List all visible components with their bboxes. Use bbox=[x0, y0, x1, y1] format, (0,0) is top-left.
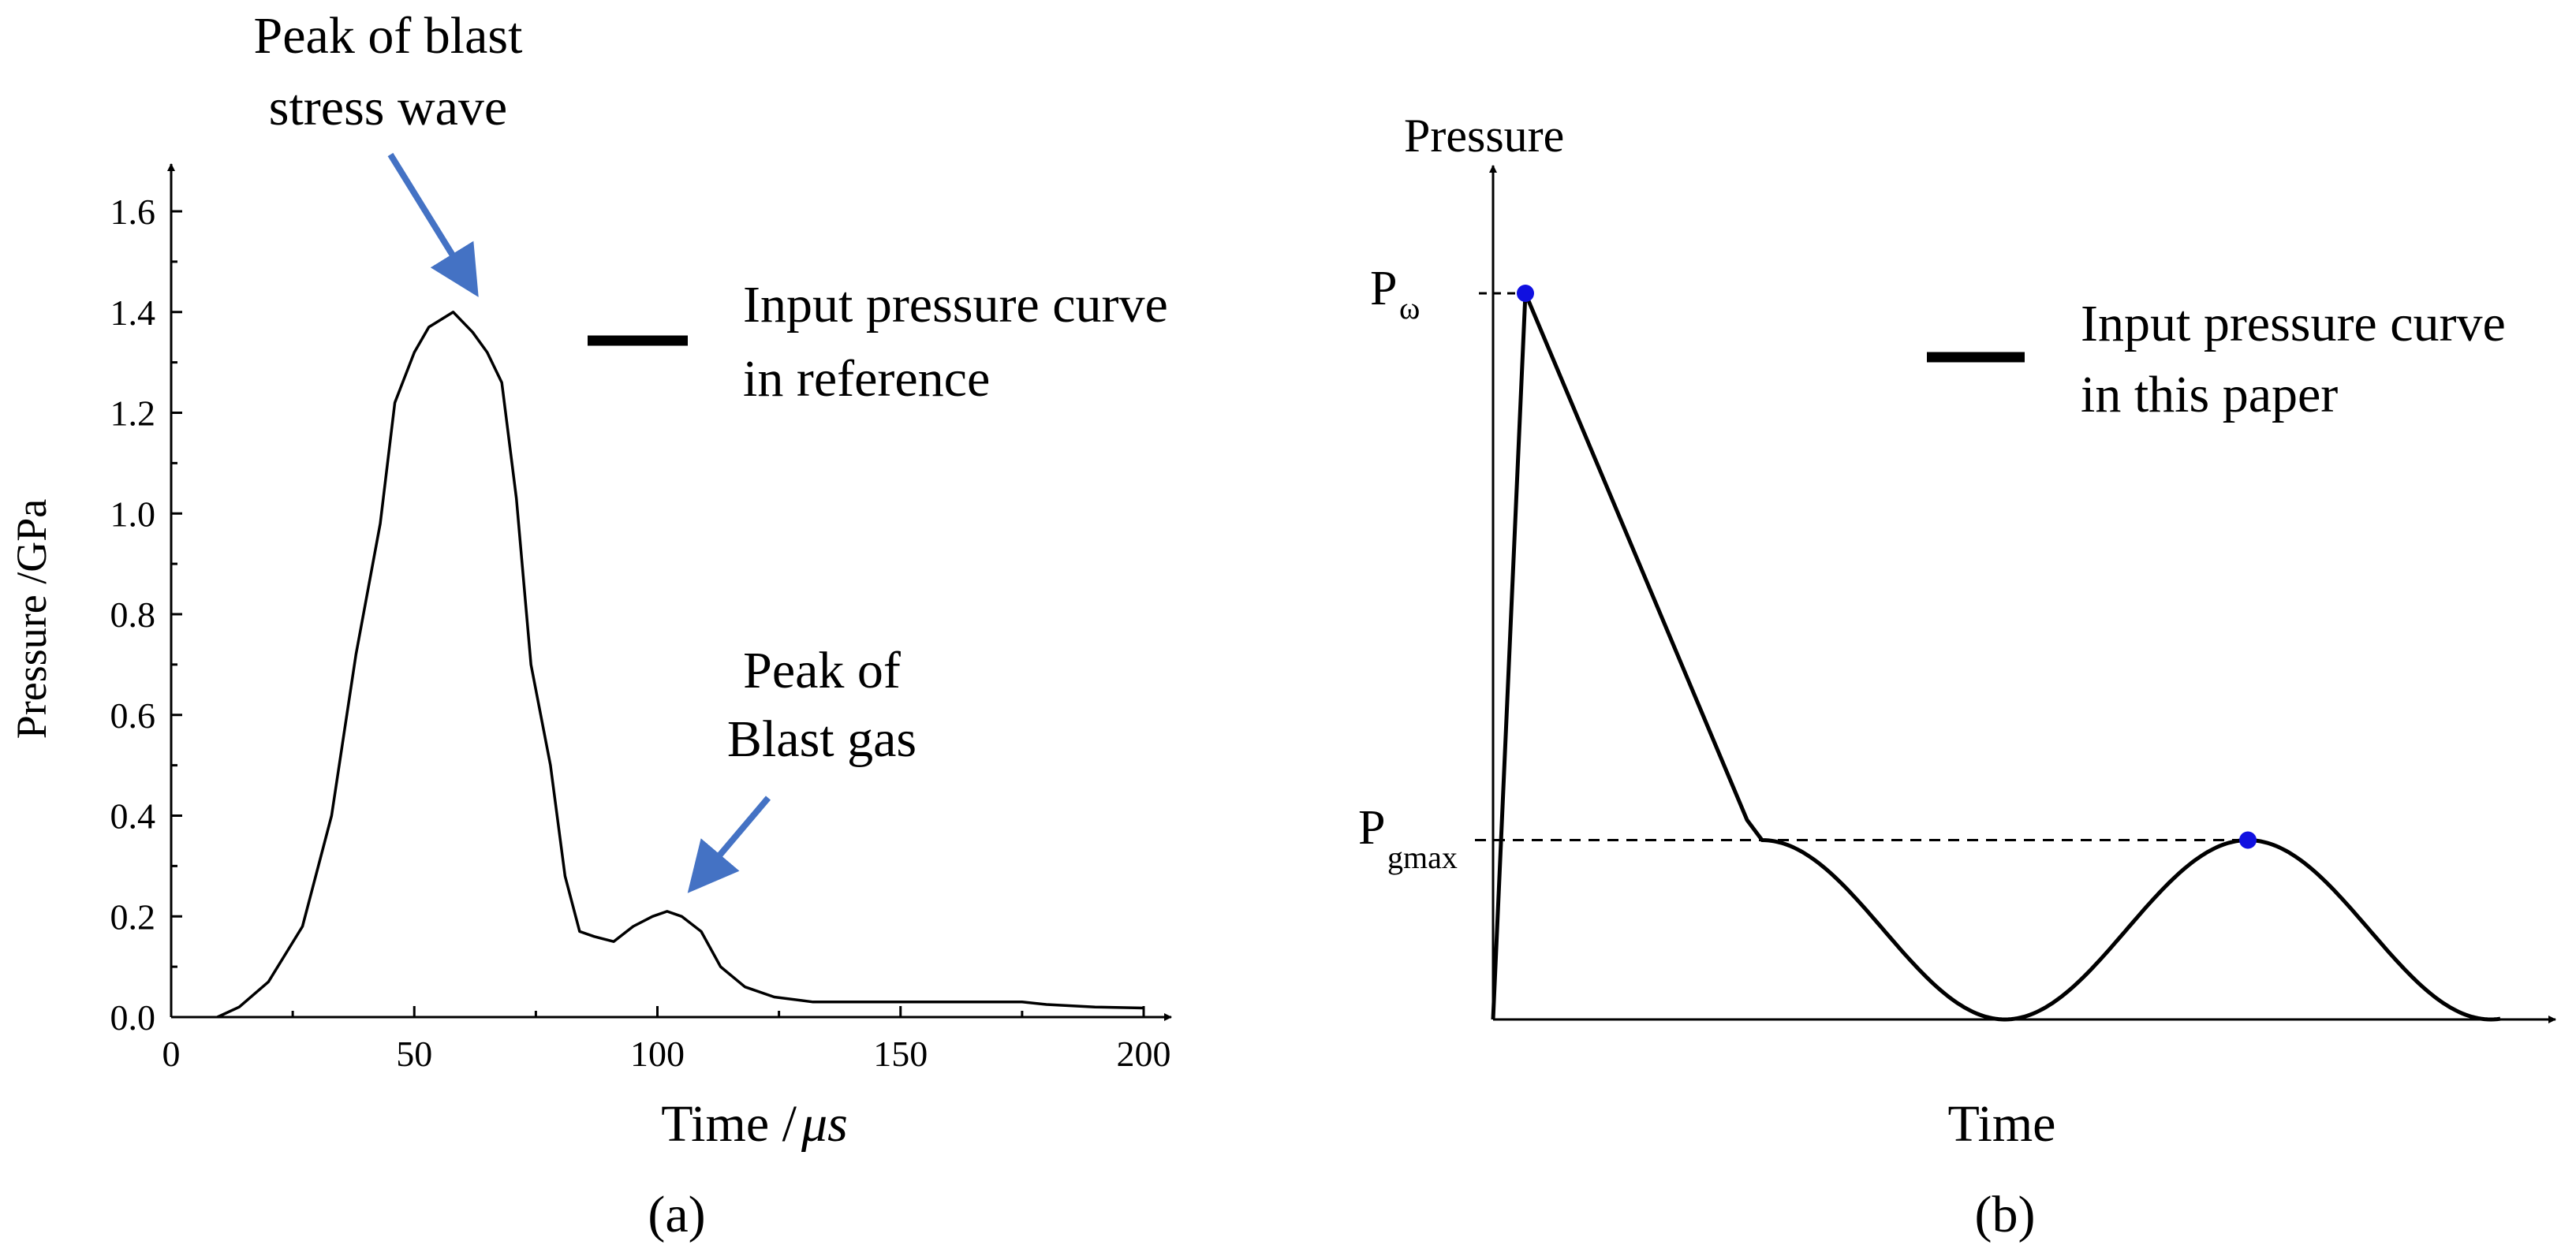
a-x-tick-label: 0 bbox=[162, 1034, 181, 1074]
a-legend-line-2: in reference bbox=[743, 350, 990, 408]
annotation-stress-peak-arrow bbox=[387, 152, 479, 297]
a-y-tick-label: 1.0 bbox=[110, 494, 156, 534]
annotation-gas-peak-line-2: Blast gas bbox=[727, 710, 917, 768]
annotation-gas-peak-arrow bbox=[687, 796, 771, 893]
b-p-omega-label: P bbox=[1370, 262, 1397, 315]
annotation-stress-peak-line-1: Peak of blast bbox=[254, 7, 523, 65]
a-x-axis-label-unit: μs bbox=[801, 1095, 848, 1153]
b-p-gmax-subscript: gmax bbox=[1387, 840, 1458, 875]
b-x-axis-label: Time bbox=[1948, 1095, 2056, 1153]
panel-b: Pressure Time (b) P ω P gmax Input press… bbox=[1358, 110, 2556, 1243]
a-x-axis-label: Time / bbox=[661, 1095, 797, 1153]
a-series-line bbox=[216, 311, 1144, 1019]
a-y-tick-label: 0.4 bbox=[110, 796, 156, 837]
a-y-tick-label: 1.2 bbox=[110, 393, 156, 434]
a-panel-label: (a) bbox=[648, 1186, 705, 1243]
a-y-tick-label: 0.8 bbox=[110, 594, 156, 635]
panel-a: 0 50 100 150 2000.00.20.40.60.81.01.21.41.6 … bbox=[8, 7, 1172, 1243]
a-y-tick-label: 0.0 bbox=[110, 997, 156, 1038]
a-y-axis-label: Pressure /GPa bbox=[8, 499, 55, 739]
b-y-axis-label: Pressure bbox=[1404, 110, 1564, 162]
b-peak-marker-omega bbox=[1517, 285, 1534, 302]
b-p-omega-subscript: ω bbox=[1399, 290, 1420, 326]
annotation-gas-peak-line-1: Peak of bbox=[743, 642, 901, 699]
b-peak-marker-gmax bbox=[2239, 831, 2257, 849]
b-legend-line-2: in this paper bbox=[2081, 366, 2338, 423]
a-legend-line-1: Input pressure curve bbox=[743, 276, 1168, 334]
b-series-line bbox=[1491, 291, 2501, 1022]
annotation-stress-peak-line-2: stress wave bbox=[269, 79, 507, 136]
b-legend-line-1: Input pressure curve bbox=[2081, 295, 2506, 352]
b-panel-label: (b) bbox=[1975, 1186, 2036, 1243]
a-y-tick-label: 1.6 bbox=[110, 192, 156, 232]
b-p-gmax-label: P bbox=[1358, 801, 1385, 855]
a-x-tick-label: 200 bbox=[1117, 1034, 1171, 1074]
a-y-tick-label: 1.4 bbox=[110, 293, 156, 333]
a-x-tick-label: 150 bbox=[873, 1034, 928, 1074]
a-x-tick-label: 100 bbox=[630, 1034, 685, 1074]
a-tick-labels: 0 50 100 150 200 0.0 0.2 0.4 0.6 0.8 1.0 1.2 1.4 1.6 bbox=[110, 192, 1171, 1074]
a-x-tick-label: 50 bbox=[396, 1034, 432, 1074]
a-y-tick-label: 0.6 bbox=[110, 695, 156, 736]
a-y-tick-label: 0.2 bbox=[110, 896, 156, 937]
